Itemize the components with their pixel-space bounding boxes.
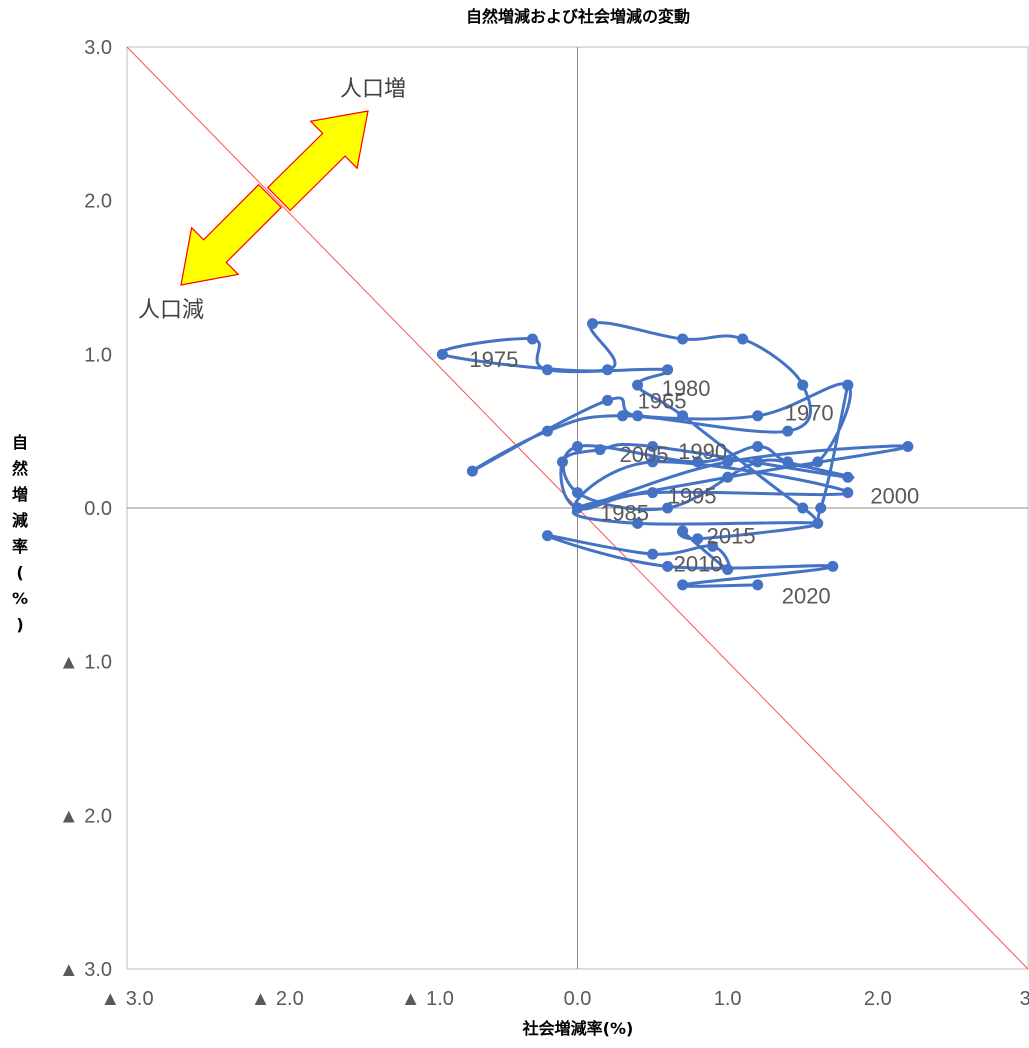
data-point-41 (722, 471, 734, 483)
y-tick-label: ▲ 1.0 (59, 652, 112, 674)
data-point-22 (812, 456, 824, 468)
x-tick-label: ▲ 3.0 (100, 988, 153, 1010)
y-axis-title-char: 然 (12, 459, 28, 478)
data-point-25 (572, 487, 583, 499)
y-tick-label: 2.0 (84, 191, 112, 213)
x-tick-label: 1.0 (714, 988, 742, 1010)
data-point-20 (752, 410, 764, 422)
data-point-44 (812, 517, 824, 529)
data-point-26 (572, 441, 583, 453)
data-point-27 (692, 456, 704, 468)
x-tick-labels: ▲ 3.0 ▲ 2.0 ▲ 1.0 0.0 1.0 2.0 3. (100, 988, 1029, 1010)
year-label-2000: 2000 (870, 484, 919, 509)
y-tick-label: ▲ 3.0 (59, 959, 112, 981)
data-point-16 (541, 425, 553, 437)
data-point-7 (526, 333, 538, 345)
y-tick-label: 3.0 (84, 37, 112, 59)
data-point-50 (541, 530, 553, 542)
decrease-label: 人口減 (138, 298, 204, 323)
y-axis-title-char: 率 (12, 537, 28, 556)
y-axis-title-char: 自 (12, 433, 28, 452)
data-point-35 (647, 487, 659, 499)
data-point-30 (842, 471, 854, 483)
y-tick-labels: 3.0 2.0 1.0 0.0 ▲ 1.0 ▲ 2.0 ▲ 3.0 (59, 37, 112, 981)
year-label-1980: 1980 (662, 376, 711, 401)
x-tick-label: 3. (1020, 988, 1029, 1010)
year-label-1995: 1995 (668, 484, 717, 509)
y-tick-label: ▲ 2.0 (59, 805, 112, 827)
data-point-1 (815, 502, 827, 514)
data-point-9 (602, 364, 614, 376)
data-point-13 (797, 379, 809, 391)
data-point-51 (662, 560, 674, 572)
data-point-14 (782, 425, 794, 437)
y-tick-label: 1.0 (84, 344, 112, 366)
year-label-2005: 2005 (620, 442, 669, 467)
data-point-47 (722, 563, 734, 575)
data-point-33 (556, 456, 568, 468)
y-axis-title-char: ) (16, 615, 23, 634)
y-axis-title-char: 減 (12, 511, 28, 530)
year-label-1975: 1975 (469, 347, 518, 372)
year-label-2020: 2020 (782, 584, 831, 609)
x-tick-label: 0.0 (564, 988, 592, 1010)
data-point-46 (677, 525, 689, 537)
data-point-18 (602, 394, 614, 406)
year-label-2015: 2015 (707, 524, 756, 549)
x-tick-label: ▲ 1.0 (401, 988, 454, 1010)
year-label-1965: 1965 (638, 388, 687, 413)
data-point-45 (692, 533, 704, 545)
year-label-1985: 1985 (600, 501, 649, 526)
y-tick-label: 0.0 (84, 498, 112, 520)
data-point-32 (594, 444, 606, 456)
data-point-11 (677, 333, 689, 345)
year-label-2010: 2010 (674, 551, 723, 576)
y-axis-title-char: % (12, 589, 28, 608)
data-point-37 (647, 456, 659, 468)
year-label-1970: 1970 (785, 401, 834, 426)
data-point-24 (662, 502, 674, 514)
x-axis-title: 社会増減率(%) (522, 1019, 634, 1038)
data-point-54 (752, 579, 764, 591)
data-point-15 (617, 410, 629, 422)
data-point-21 (842, 379, 854, 391)
increase-label: 人口増 (340, 77, 406, 102)
data-point-31 (647, 441, 659, 453)
data-point-40 (902, 441, 914, 453)
data-point-10 (587, 318, 599, 330)
data-point-17 (466, 465, 478, 477)
data-point-52 (827, 560, 839, 572)
data-point-3 (677, 410, 689, 422)
data-point-53 (677, 579, 689, 591)
data-point-49 (647, 548, 659, 560)
population-arrows (180, 110, 369, 286)
data-point-8 (436, 348, 448, 360)
data-point-43 (632, 517, 644, 529)
y-axis-title-char: ( (16, 563, 23, 582)
data-point-48 (707, 540, 719, 552)
increase-arrow (266, 110, 369, 212)
data-point-12 (737, 333, 749, 345)
series-layer (436, 318, 914, 591)
year-label-1990: 1990 (678, 439, 727, 464)
decrease-arrow (180, 183, 283, 286)
data-point-4 (632, 379, 644, 391)
x-tick-label: 2.0 (864, 988, 892, 1010)
chart-title: 自然増減および社会増減の変動 (466, 7, 690, 26)
data-point-29 (782, 456, 794, 468)
data-point-36 (842, 487, 854, 499)
x-tick-label: ▲ 2.0 (251, 988, 304, 1010)
data-point-42 (572, 502, 583, 514)
data-point-23 (752, 456, 764, 468)
data-point-19 (632, 410, 644, 422)
y-axis-title-char: 増 (12, 485, 28, 504)
data-point-2 (797, 502, 809, 514)
data-point-5 (662, 364, 674, 376)
data-point-6 (541, 364, 553, 376)
data-point-39 (722, 456, 734, 468)
data-point-28 (752, 441, 764, 453)
